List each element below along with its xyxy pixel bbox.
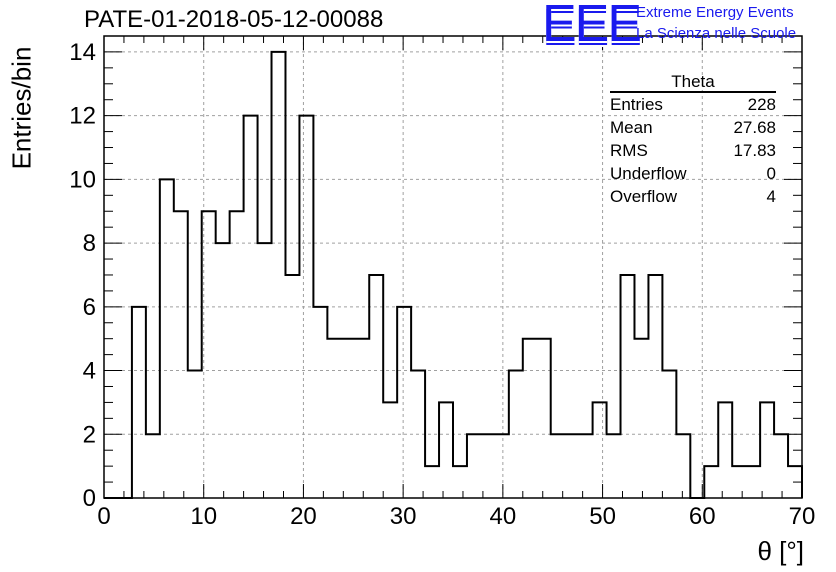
- histogram-bin: [383, 402, 397, 498]
- stats-title: Theta: [610, 72, 776, 93]
- y-tick-label: 6: [83, 294, 96, 321]
- histogram-bin: [481, 434, 495, 498]
- histogram-bin: [439, 402, 453, 498]
- histogram-bin: [551, 434, 565, 498]
- histogram-bin: [174, 211, 188, 498]
- histogram-bin: [258, 243, 272, 498]
- stats-value: 0: [766, 164, 776, 183]
- histogram-bin: [216, 243, 230, 498]
- histogram-bin: [593, 402, 607, 498]
- stats-label: Mean: [610, 118, 653, 137]
- stats-value: 27.68: [733, 118, 776, 137]
- x-tick-label: 10: [190, 503, 217, 530]
- histogram-bin: [676, 434, 690, 498]
- y-tick-label: 8: [83, 230, 96, 257]
- histogram-bin: [509, 371, 523, 498]
- histogram-bin: [523, 339, 537, 498]
- stats-value: 17.83: [733, 141, 776, 160]
- histogram-bin: [565, 434, 579, 498]
- histogram-bin: [146, 434, 160, 498]
- x-tick-label: 70: [789, 503, 816, 530]
- histogram-bin: [188, 371, 202, 498]
- y-tick-label: 0: [83, 485, 96, 512]
- histogram-bin: [495, 434, 509, 498]
- x-tick-label: 0: [97, 503, 110, 530]
- histogram-bin: [299, 116, 313, 498]
- histogram-bin: [244, 116, 258, 498]
- x-tick-label: 60: [689, 503, 716, 530]
- histogram-bin: [607, 434, 621, 498]
- histogram-bin: [327, 339, 341, 498]
- x-axis-label: θ [°]: [757, 536, 804, 566]
- histogram-bin: [453, 466, 467, 498]
- histogram-series: [104, 50, 803, 499]
- x-tick-label: 20: [290, 503, 317, 530]
- histogram-bin: [369, 275, 383, 498]
- x-tick-label: 40: [490, 503, 517, 530]
- stats-row-mean: Mean 27.68: [610, 116, 776, 139]
- plot-frame: [103, 35, 803, 499]
- y-tick-label: 2: [83, 421, 96, 448]
- histogram-bin: [467, 434, 481, 498]
- histogram-bin: [718, 402, 732, 498]
- histogram-bin: [313, 307, 327, 498]
- histogram-bin: [774, 434, 788, 498]
- histogram-bin: [230, 211, 244, 498]
- stats-row-rms: RMS 17.83: [610, 139, 776, 162]
- y-tick-label: 14: [69, 39, 96, 66]
- stats-row-underflow: Underflow 0: [610, 162, 776, 185]
- histogram-bin: [634, 339, 648, 498]
- histogram-bin: [202, 211, 216, 498]
- stats-value: 4: [766, 187, 776, 206]
- histogram-bin: [621, 275, 635, 498]
- logo-line-2: La Scienza nelle Scuole: [636, 25, 797, 42]
- histogram-bin: [648, 275, 662, 498]
- histogram-bin: [397, 307, 411, 498]
- stats-row-entries: Entries 228: [610, 93, 776, 116]
- histogram-bin: [132, 307, 146, 498]
- y-axis-label: Entries/bin: [6, 46, 37, 170]
- y-tick-label: 10: [69, 166, 96, 193]
- histogram-bin: [160, 179, 174, 498]
- histogram-bin: [341, 339, 355, 498]
- histogram-bin: [704, 466, 718, 498]
- logo-line-1: Extreme Energy Events: [636, 4, 794, 21]
- eee-logo: EEE: [542, 0, 642, 53]
- stats-row-overflow: Overflow 4: [610, 185, 776, 208]
- x-tick-label: 50: [589, 503, 616, 530]
- histogram-bin: [746, 466, 760, 498]
- histogram-bin: [788, 466, 802, 498]
- histogram-bin: [579, 434, 593, 498]
- y-tick-label: 12: [69, 103, 96, 130]
- histogram-bin: [662, 371, 676, 498]
- stats-label: Overflow: [610, 187, 678, 206]
- y-tick-label: 4: [83, 358, 96, 385]
- stats-label: Underflow: [610, 164, 687, 183]
- histogram-bin: [411, 371, 425, 498]
- chart-title: PATE-01-2018-05-12-00088: [84, 6, 384, 33]
- stats-label: RMS: [610, 141, 648, 160]
- stats-label: Entries: [610, 95, 663, 114]
- histogram-bin: [732, 466, 746, 498]
- stats-box: Theta Entries 228 Mean 27.68 RMS 17.83 U…: [610, 72, 776, 208]
- histogram-bin: [272, 52, 286, 498]
- histogram-bin: [285, 275, 299, 498]
- stats-value: 228: [747, 95, 776, 114]
- histogram-bin: [355, 339, 369, 498]
- x-tick-label: 30: [390, 503, 417, 530]
- histogram-bin: [760, 402, 774, 498]
- histogram-bin: [425, 466, 439, 498]
- histogram-bin: [537, 339, 551, 498]
